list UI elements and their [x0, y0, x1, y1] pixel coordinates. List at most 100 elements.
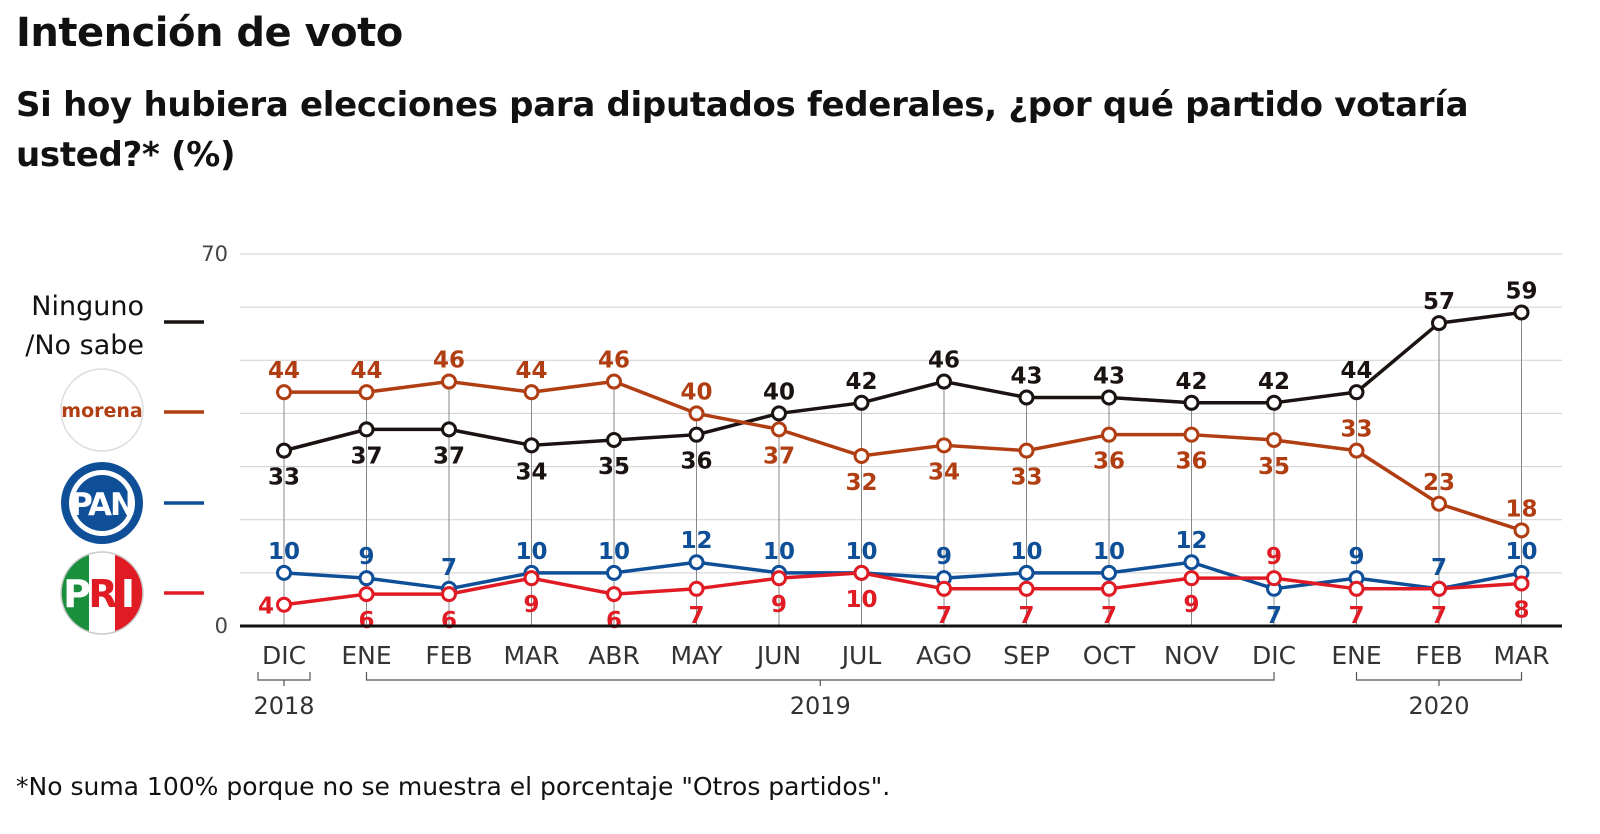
data-label: 7 — [1101, 603, 1117, 629]
data-label: 42 — [1258, 369, 1290, 395]
data-point — [606, 432, 622, 448]
data-label: 43 — [1010, 363, 1042, 389]
morena-logo-text: morena — [61, 400, 142, 422]
footnote: *No suma 100% porque no se muestra el po… — [16, 772, 891, 801]
pri-logo-letter-i: I — [121, 572, 135, 616]
data-label: 37 — [763, 443, 795, 469]
x-tick-label: ENE — [1331, 641, 1381, 670]
data-label: 35 — [598, 454, 630, 480]
data-point — [1101, 389, 1117, 406]
data-point — [276, 442, 292, 459]
data-label: 36 — [680, 449, 712, 475]
data-point — [276, 564, 292, 581]
data-label: 40 — [763, 379, 795, 405]
data-label: 42 — [1175, 369, 1207, 395]
data-label: 59 — [1505, 278, 1537, 304]
data-label: 44 — [1340, 358, 1372, 384]
x-tick-label: NOV — [1164, 641, 1219, 670]
data-label: 36 — [1175, 449, 1207, 475]
y-tick-label: 0 — [215, 614, 228, 638]
data-label: 9 — [1183, 592, 1199, 618]
data-point — [358, 586, 375, 603]
year-label: 2019 — [790, 692, 851, 720]
data-label: 10 — [1093, 539, 1125, 565]
data-point — [936, 373, 952, 390]
data-point — [1513, 304, 1530, 321]
year-bracket — [365, 672, 1275, 681]
data-label: 7 — [1348, 603, 1364, 629]
x-axis: DIC ENE FEB MAR ABR MAY JUN JUL AGO SEP OCT NOV DIC E… — [240, 624, 1562, 720]
data-point — [1183, 426, 1200, 443]
pri-logo: P R I — [60, 551, 144, 635]
data-point — [523, 570, 540, 587]
data-label: 44 — [515, 358, 547, 384]
data-point — [688, 554, 705, 571]
data-label: 10 — [598, 539, 630, 565]
data-point — [1101, 564, 1117, 581]
morena-logo: morena — [60, 368, 144, 452]
series-line — [284, 379, 1523, 533]
data-point — [1266, 570, 1282, 587]
data-point — [1266, 394, 1282, 411]
data-label: 23 — [1423, 470, 1455, 496]
data-point — [523, 437, 540, 454]
data-label: 44 — [268, 358, 300, 384]
data-point — [441, 586, 457, 603]
x-tick-label: DIC — [262, 641, 306, 670]
chart-subtitle: Si hoy hubiera elecciones para diputados… — [16, 85, 1469, 175]
data-point — [523, 384, 540, 401]
data-label: 9 — [936, 544, 952, 570]
data-label: 33 — [1010, 465, 1042, 491]
pri-logo-letter-p: P — [63, 572, 91, 616]
data-label: 35 — [1258, 454, 1290, 480]
data-point — [276, 596, 292, 613]
data-label: 7 — [441, 555, 457, 581]
x-tick-label: OCT — [1083, 641, 1136, 670]
data-point — [1431, 315, 1447, 332]
x-tick-label: MAY — [670, 641, 723, 670]
data-label: 36 — [1093, 449, 1125, 475]
x-tick-label: ABR — [588, 641, 640, 670]
data-point — [606, 586, 622, 603]
chart-title: Intención de voto — [16, 10, 403, 56]
data-label: 7 — [1431, 555, 1447, 581]
data-point — [853, 564, 870, 581]
data-label: 42 — [845, 369, 877, 395]
pan-logo: PAN — [61, 462, 143, 544]
series-line — [283, 310, 1522, 453]
data-label: 10 — [268, 539, 300, 565]
data-label: 4 — [258, 594, 274, 620]
x-tick-label: FEB — [1415, 641, 1462, 670]
data-point — [606, 373, 622, 390]
data-label: 10 — [515, 539, 547, 565]
data-point — [1348, 580, 1365, 597]
x-tick-label: DIC — [1252, 641, 1296, 670]
data-point — [853, 394, 870, 411]
data-point — [1348, 384, 1365, 401]
x-tick-label: MAR — [503, 641, 559, 670]
data-point — [441, 421, 457, 438]
data-point — [688, 405, 705, 422]
x-tick-label: FEB — [425, 641, 472, 670]
x-tick-label: AGO — [916, 641, 972, 670]
x-tick-label: JUN — [755, 641, 801, 670]
pan-logo-text: PAN — [70, 487, 134, 523]
data-label: 33 — [1340, 417, 1372, 443]
year-bracket — [257, 672, 311, 681]
data-label: 7 — [1431, 603, 1447, 629]
legend-ninguno-label-1: Ninguno — [31, 291, 144, 322]
data-label: 6 — [358, 608, 374, 634]
series-line — [283, 571, 1522, 607]
year-label: 2018 — [253, 692, 314, 720]
data-point — [1348, 442, 1365, 459]
data-point — [1183, 394, 1200, 411]
data-label: 9 — [1348, 544, 1364, 570]
data-point — [1018, 442, 1035, 459]
legend: Ninguno /No sabe morena PAN P R I — [25, 291, 204, 635]
data-label: 7 — [688, 603, 704, 629]
data-label: 10 — [1505, 539, 1537, 565]
data-point — [1431, 495, 1447, 512]
data-label: 46 — [928, 348, 960, 374]
